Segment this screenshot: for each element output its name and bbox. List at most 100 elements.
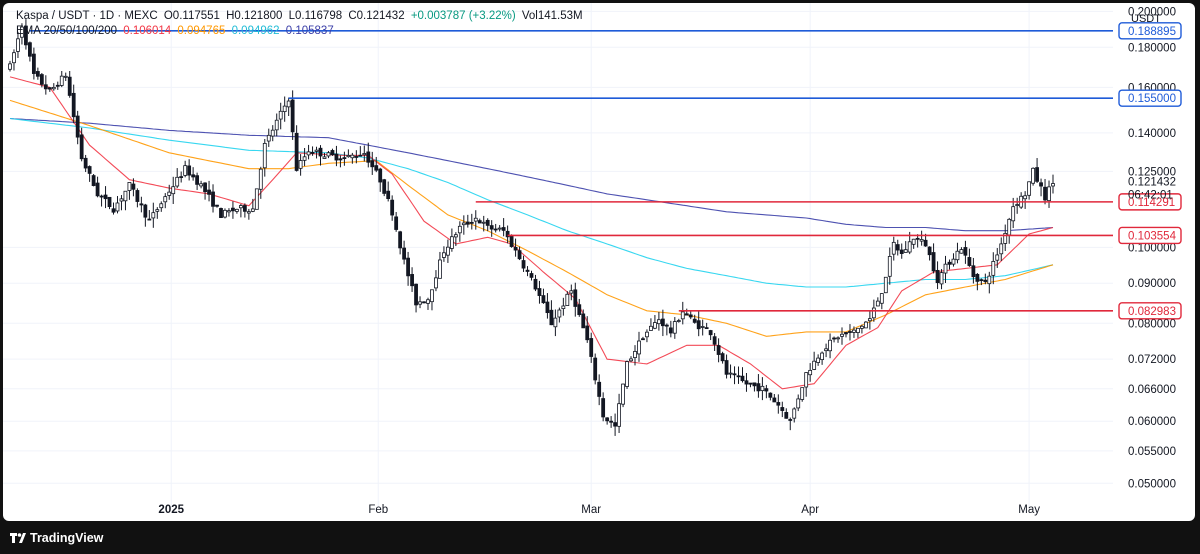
candle-up [569,290,574,294]
candle-down [979,279,984,282]
candle-up [637,340,641,355]
grid-lines [3,3,1113,508]
candle-down [465,221,470,225]
candle-up [1011,206,1016,222]
candle-up [434,277,438,289]
candle-down [541,295,546,304]
candle-up [442,252,446,258]
candles [8,19,1055,436]
candle-down [131,183,136,190]
candle-up [438,259,442,279]
candle-up [1027,181,1032,196]
candle-up [12,52,16,64]
candle-up [700,326,705,328]
ema200-line [9,117,1054,232]
candle-up [867,318,872,322]
candle-down [772,397,777,403]
candle-up [171,186,176,195]
candle-up [891,241,896,255]
price-chart[interactable]: 0.2000000.1800000.1600000.1400000.125000… [3,3,1195,521]
candle-down [708,330,713,336]
candle-down [684,313,689,316]
price-axis-label: 0.066000 [1128,384,1176,396]
ema-legend[interactable]: EMA 20/50/100/200 0.106014 0.094765 0.09… [16,25,337,37]
candle-down [545,301,550,314]
open-value: O0.117551 [163,10,220,22]
price-tag-box [1118,302,1182,320]
candle-up [653,322,657,329]
candle-up [951,258,956,265]
candle-down [39,74,44,85]
price-tag-label: 0.114291 [1128,197,1175,209]
candle-up [828,339,832,352]
candle-up [183,165,188,176]
candle-down [513,246,518,251]
time-axis-label: Mar [581,504,601,516]
candle-down [87,166,92,174]
candle-down [923,239,928,247]
candle-up [461,222,466,226]
price-tag-box [1118,22,1182,40]
candle-down [219,208,223,218]
time-axis-label: May [1018,504,1040,516]
candle-up [457,225,462,234]
candle-down [318,147,323,157]
candle-up [645,331,649,338]
candle-down [585,325,590,341]
candle-down [374,165,379,171]
candle-up [625,361,629,387]
candle-up [163,196,168,203]
candle-up [254,188,259,210]
candle-down [354,156,359,158]
candle-up [959,249,964,254]
candle-down [931,252,936,272]
candle-up [278,110,283,120]
candle-down [844,332,848,335]
candle-down [899,249,904,254]
ema50-line [9,99,1054,337]
currency-label[interactable]: USDT [1131,13,1161,25]
candle-down [477,220,482,224]
candle-down [784,412,789,419]
candle-down [1035,167,1039,182]
candle-up [816,357,821,363]
candle-down [529,273,534,278]
candle-down [975,273,980,282]
candle-up [1023,195,1028,200]
candle-down [501,227,506,231]
candle-up [175,176,180,187]
candle-down [139,203,144,206]
symbol-info-line: Kaspa / USDT · 1D · MEXC O0.117551 H0.12… [16,10,586,22]
ema100-value: 0.094962 [231,25,280,37]
tradingview-logo-icon [10,533,26,543]
candle-up [250,208,255,212]
candle-down [613,422,617,427]
candle-up [796,398,801,409]
candle-down [358,154,363,157]
candle-up [449,236,454,249]
price-tag-box [1118,226,1182,245]
symbol-title[interactable]: Kaspa / USDT · 1D · MEXC [16,10,158,22]
candle-down [525,269,530,272]
candle-up [127,182,132,191]
chart-panel[interactable]: 0.200000 0.180000 0.160000 0.140000 0.125000… [3,3,1195,521]
candle-up [302,156,307,161]
candle-up [481,221,486,224]
brand-name[interactable]: TradingView [30,531,104,545]
candle-down [103,194,108,200]
candle-down [422,301,426,304]
candle-down [107,196,112,207]
candle-up [617,403,621,427]
candle-up [51,86,56,90]
price-axis-label: 0.080000 [1128,318,1176,330]
candle-up [430,289,434,303]
candle-down [242,205,247,212]
candle-down [67,76,72,96]
candle-down [832,337,836,340]
price-axis-label: 0.090000 [1128,278,1176,290]
candle-down [43,84,48,90]
price-axis-label: 0.072000 [1128,354,1176,366]
price-tag-label: 0.103554 [1128,230,1177,242]
price-tag-label: 0.082983 [1128,306,1176,318]
